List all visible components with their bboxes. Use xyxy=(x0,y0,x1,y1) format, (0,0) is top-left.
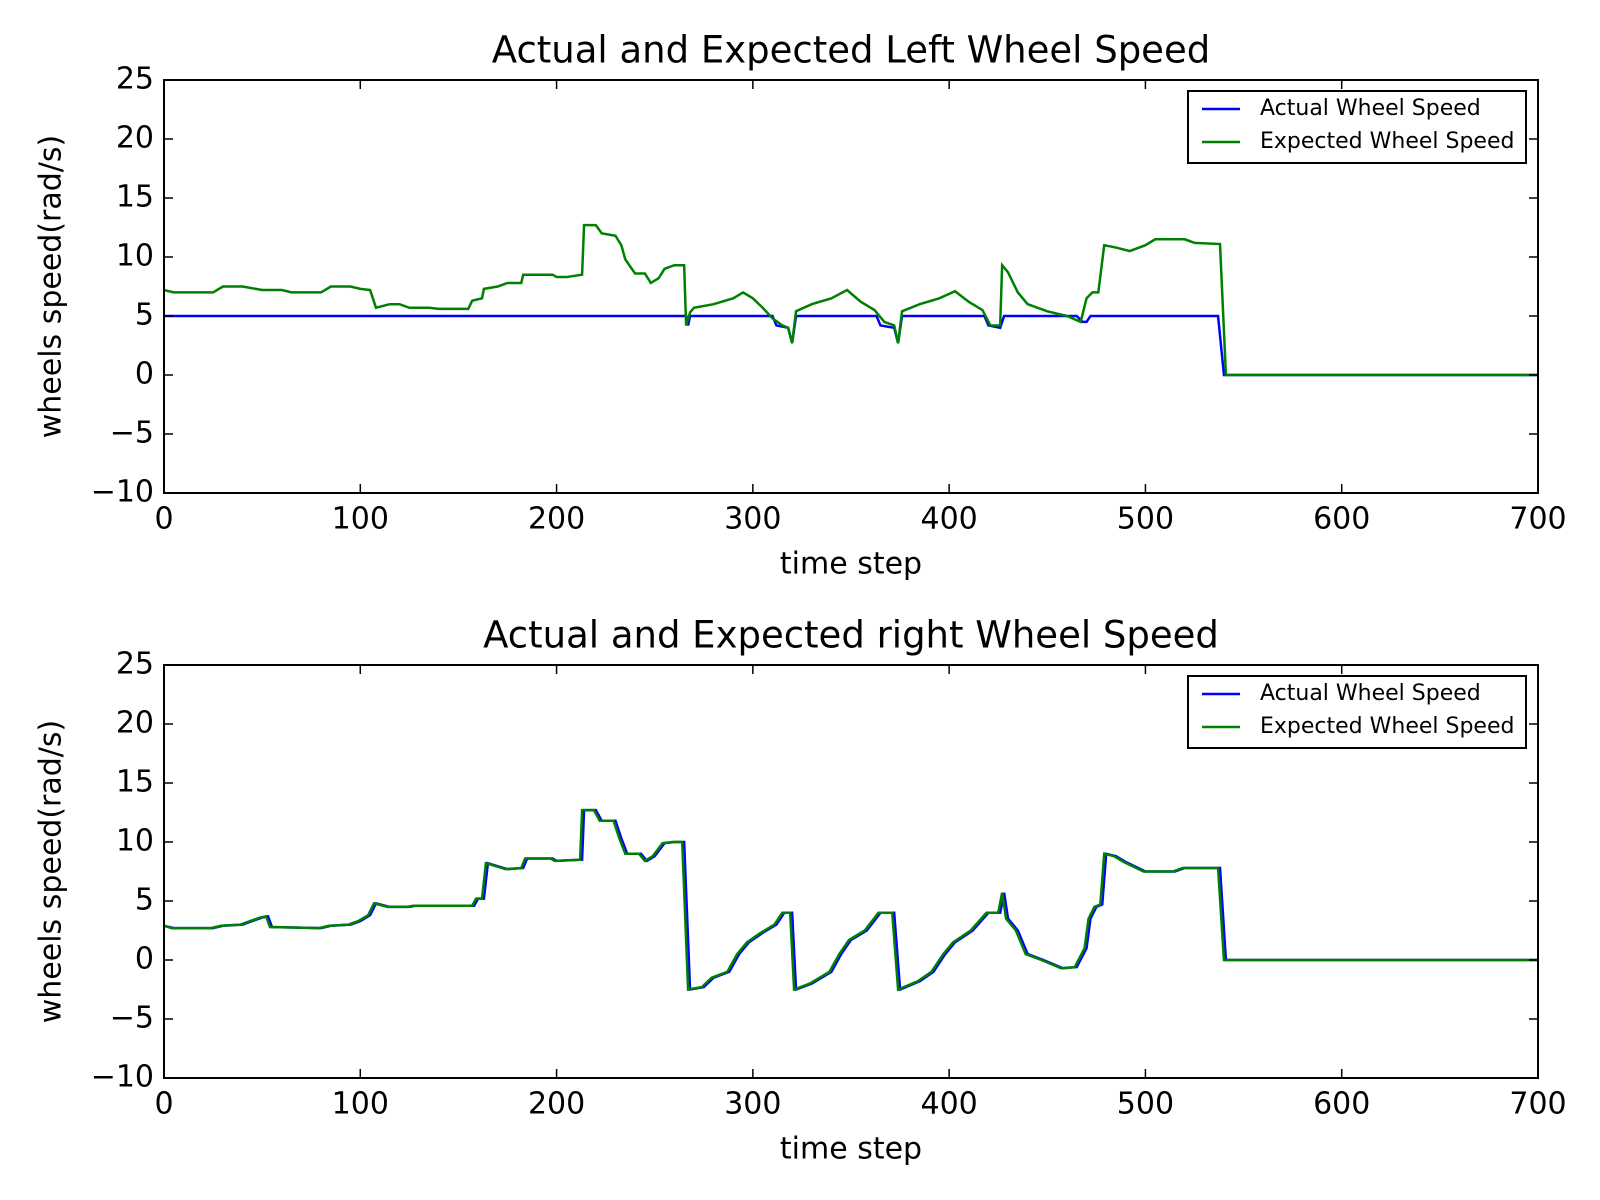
line-series xyxy=(164,808,1538,992)
x-tick-label: 600 xyxy=(1313,502,1370,537)
x-tick-label: 400 xyxy=(921,502,978,537)
x-tick-label: 300 xyxy=(724,502,781,537)
y-tick-label: 5 xyxy=(135,883,154,918)
y-tick-label: 10 xyxy=(116,239,154,274)
legend-label: Expected Wheel Speed xyxy=(1260,714,1514,739)
x-tick-label: 700 xyxy=(1509,502,1566,537)
y-tick-label: 20 xyxy=(116,121,154,156)
y-tick-label: −10 xyxy=(91,1060,154,1095)
legend-label: Expected Wheel Speed xyxy=(1260,129,1514,154)
x-tick-label: 0 xyxy=(154,502,173,537)
y-tick-label: 25 xyxy=(116,647,154,682)
y-tick-label: 20 xyxy=(116,706,154,741)
x-tick-label: 500 xyxy=(1117,502,1174,537)
x-tick-label: 300 xyxy=(724,1087,781,1122)
x-axis-label: time step xyxy=(780,547,922,582)
line-series xyxy=(164,223,1538,377)
x-tick-label: 200 xyxy=(528,502,585,537)
plot-frame xyxy=(163,79,1539,494)
subplot: Actual and Expected Left Wheel Speed time… xyxy=(34,29,1567,582)
plot-frame xyxy=(163,664,1539,1079)
x-tick-label: 600 xyxy=(1313,1087,1370,1122)
y-tick-label: 5 xyxy=(135,298,154,333)
x-tick-label: 400 xyxy=(921,1087,978,1122)
legend-label: Actual Wheel Speed xyxy=(1260,96,1481,121)
y-axis-label: wheels speed(rad/s) xyxy=(34,720,69,1024)
y-tick-label: −10 xyxy=(91,475,154,510)
chart-title: Actual and Expected Left Wheel Speed xyxy=(492,29,1210,72)
x-tick-label: 0 xyxy=(154,1087,173,1122)
subplot: Actual and Expected right Wheel Speed tim… xyxy=(34,614,1567,1167)
x-tick-label: 700 xyxy=(1509,1087,1566,1122)
x-tick-label: 100 xyxy=(332,1087,389,1122)
y-tick-label: 10 xyxy=(116,824,154,859)
x-tick-label: 100 xyxy=(332,502,389,537)
x-axis-label: time step xyxy=(780,1132,922,1167)
y-tick-label: 25 xyxy=(116,62,154,97)
legend-box xyxy=(1187,90,1527,164)
legend-box xyxy=(1187,675,1527,749)
y-tick-label: 15 xyxy=(116,180,154,215)
x-tick-label: 200 xyxy=(528,1087,585,1122)
y-tick-label: 0 xyxy=(135,942,154,977)
y-tick-label: −5 xyxy=(110,416,154,451)
chart-title: Actual and Expected right Wheel Speed xyxy=(483,614,1219,657)
y-tick-label: 15 xyxy=(116,765,154,800)
y-axis-label: wheels speed(rad/s) xyxy=(34,135,69,439)
y-tick-label: −5 xyxy=(110,1001,154,1036)
line-series xyxy=(164,314,1538,377)
y-tick-label: 0 xyxy=(135,357,154,392)
legend: Actual Wheel Speed Expected Wheel Speed xyxy=(1187,90,1527,164)
legend: Actual Wheel Speed Expected Wheel Speed xyxy=(1187,675,1527,749)
x-tick-label: 500 xyxy=(1117,1087,1174,1122)
legend-label: Actual Wheel Speed xyxy=(1260,681,1481,706)
line-series xyxy=(164,808,1538,992)
